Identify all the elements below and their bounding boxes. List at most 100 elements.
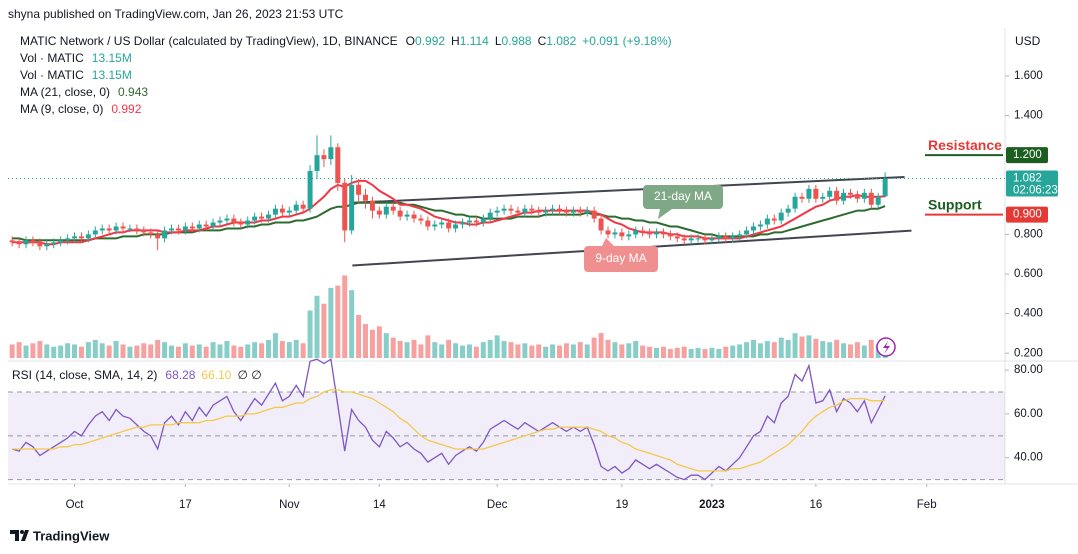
volume-bar bbox=[681, 346, 687, 358]
candle-body bbox=[681, 238, 687, 241]
volume-bar bbox=[307, 310, 313, 358]
candle-body bbox=[813, 188, 819, 199]
candle-body bbox=[169, 228, 175, 231]
ohlc-label: L bbox=[495, 34, 502, 48]
candle-body bbox=[841, 192, 847, 201]
candle-body bbox=[799, 196, 805, 199]
candle-body bbox=[148, 232, 154, 235]
volume-bar bbox=[515, 344, 521, 358]
volume-bar bbox=[654, 347, 659, 358]
volume-bar bbox=[272, 333, 278, 358]
volume-bar bbox=[72, 344, 78, 358]
candle-body bbox=[286, 210, 292, 213]
ohlc-value: 0.988 bbox=[502, 34, 532, 48]
under-layer: 1.600 1.400 0.800 0.600 0.400 0.200 80.00 60.00… bbox=[8, 70, 1058, 511]
volume-bar bbox=[522, 343, 528, 358]
annotation-box bbox=[584, 246, 658, 272]
candle-body bbox=[577, 210, 583, 213]
candle-body bbox=[709, 238, 715, 241]
volume-bar bbox=[16, 342, 22, 358]
volume-bar bbox=[148, 344, 154, 358]
candle-body bbox=[771, 218, 777, 221]
volume-bar bbox=[868, 339, 874, 358]
legend-name: MA (9, close, 0) bbox=[20, 102, 103, 116]
volume-bar bbox=[834, 339, 840, 358]
volume-bar bbox=[619, 344, 625, 358]
volume-bar bbox=[210, 342, 216, 358]
candle-body bbox=[591, 210, 597, 219]
x-tick-label: 16 bbox=[809, 499, 822, 511]
volume-bar bbox=[44, 344, 50, 358]
candle-body bbox=[210, 222, 216, 227]
candle-body bbox=[667, 234, 673, 237]
candle-body bbox=[363, 194, 369, 201]
candle-body bbox=[182, 226, 188, 231]
candle-body bbox=[723, 236, 729, 239]
candle-body bbox=[58, 240, 64, 243]
candle-body bbox=[460, 222, 465, 225]
volume-bar bbox=[647, 346, 653, 358]
y-tick-label: 0.200 bbox=[1014, 347, 1043, 359]
volume-bar bbox=[321, 303, 327, 358]
candle-body bbox=[522, 208, 528, 213]
volume-bar bbox=[328, 287, 334, 358]
y-tick-label: 80.00 bbox=[1014, 364, 1043, 376]
volume-bar bbox=[570, 344, 576, 358]
candle-body bbox=[584, 210, 590, 213]
volume-bar bbox=[51, 346, 57, 358]
candle-body bbox=[806, 188, 812, 199]
volume-bar bbox=[411, 339, 417, 358]
candle-body bbox=[335, 147, 341, 183]
annotation-tail bbox=[602, 238, 614, 246]
volume-bar bbox=[252, 342, 258, 358]
volume-bar bbox=[543, 346, 549, 358]
volume-bar bbox=[667, 348, 673, 358]
volume-bar bbox=[335, 285, 341, 358]
volume-bar bbox=[425, 335, 431, 358]
candle-body bbox=[99, 228, 105, 231]
candle-body bbox=[418, 218, 424, 221]
ohlc-label: C bbox=[538, 34, 547, 48]
volume-bar bbox=[757, 343, 763, 358]
x-tick-label: 19 bbox=[615, 499, 628, 511]
volume-bar bbox=[799, 336, 805, 358]
x-tick-label: 17 bbox=[179, 499, 192, 511]
candle-body bbox=[647, 232, 653, 235]
volume-bar bbox=[120, 344, 126, 358]
level-label: Resistance bbox=[928, 137, 1002, 153]
volume-bar bbox=[640, 345, 646, 358]
candle-body bbox=[848, 192, 853, 195]
legend-value: 0.992 bbox=[111, 102, 141, 116]
volume-bar bbox=[224, 341, 230, 358]
candle-body bbox=[231, 218, 237, 223]
candle-body bbox=[550, 208, 556, 211]
volume-bar bbox=[563, 343, 569, 358]
volume-bar bbox=[169, 345, 175, 358]
ohlc-value: 0.992 bbox=[415, 34, 445, 48]
volume-bar bbox=[85, 342, 91, 358]
candle-body bbox=[487, 212, 493, 219]
candle-body bbox=[515, 210, 521, 213]
volume-bar bbox=[196, 344, 202, 358]
candle-body bbox=[598, 218, 604, 231]
volume-bar bbox=[778, 337, 784, 358]
volume-bar bbox=[660, 346, 666, 358]
y-tick-label: 0.600 bbox=[1014, 268, 1043, 280]
trendline bbox=[349, 175, 905, 204]
legend-name: RSI (14, close, SMA, 14, 2) bbox=[12, 368, 157, 382]
volume-bar bbox=[605, 339, 611, 358]
candle-body bbox=[501, 208, 507, 211]
volume-bar bbox=[23, 345, 29, 358]
candle-body bbox=[85, 234, 91, 239]
candle-body bbox=[238, 222, 244, 225]
candle-body bbox=[861, 192, 867, 199]
volume-bar bbox=[848, 344, 853, 358]
volume-bar bbox=[217, 344, 223, 358]
level-tag bbox=[1006, 206, 1048, 223]
axis-unit: USD bbox=[1015, 34, 1041, 48]
volume-bar bbox=[30, 343, 36, 358]
legend-value: 13.15M bbox=[92, 68, 132, 82]
candle-body bbox=[792, 196, 798, 209]
